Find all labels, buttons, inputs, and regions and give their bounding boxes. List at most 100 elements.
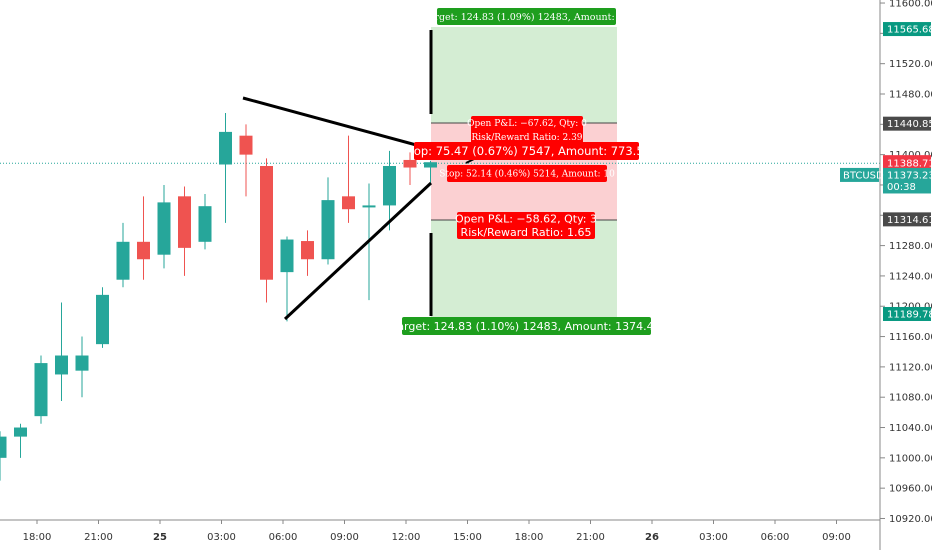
- candle: [301, 230, 314, 276]
- candle-body: [14, 427, 27, 437]
- candle: [178, 186, 191, 276]
- candlestick-series: [0, 112, 437, 481]
- price-tick-label: 11600.00: [889, 0, 932, 10]
- long-pnl-label-text: Risk/Reward Ratio: 1.65: [461, 226, 592, 239]
- candle-body: [321, 200, 335, 260]
- candle: [14, 423, 27, 458]
- price-tick-label: 11520.00: [889, 59, 932, 70]
- price-tick-label: 11480.00: [889, 89, 932, 100]
- short-target-label-text: Target: 124.83 (1.09%) 12483, Amount: 10: [423, 12, 630, 23]
- time-tick-label: 09:00: [822, 532, 851, 543]
- trend-line-lower[interactable]: [283, 181, 433, 321]
- candle-body: [280, 239, 294, 273]
- time-tick-label: 21:00: [84, 532, 113, 543]
- time-tick-label: 25: [153, 532, 167, 543]
- price-tick-label: 11120.00: [889, 362, 932, 373]
- time-tick-label: 03:00: [207, 532, 236, 543]
- trend-line-upper[interactable]: [242, 96, 432, 151]
- price-tag-bg: [883, 22, 931, 37]
- short-pnl-label-text: Open P&L: −67.62, Qty: 0: [467, 119, 587, 129]
- time-tick-label: 12:00: [392, 532, 421, 543]
- price-tag-bg: [883, 212, 931, 227]
- candle: [424, 160, 437, 185]
- symbol-tag-text: BTCUSD: [843, 170, 884, 181]
- candle: [239, 124, 253, 197]
- long-pnl-label-text: Open P&L: −58.62, Qty: 3: [455, 213, 597, 226]
- price-tag: 11189.78: [883, 306, 932, 321]
- time-tick-label: 21:00: [576, 532, 605, 543]
- candle: [260, 158, 273, 303]
- price-tick-label: 11000.00: [889, 453, 932, 464]
- candle: [96, 287, 109, 348]
- candle-body: [239, 135, 253, 155]
- price-tag-text: 11388.71: [887, 159, 932, 170]
- candle-body: [342, 196, 355, 210]
- price-tick-label: 10920.00: [889, 514, 932, 525]
- candle-body: [137, 241, 150, 260]
- candle-body: [301, 241, 314, 260]
- candle-body: [424, 162, 437, 168]
- stop-label-2-text: Stop: 52.14 (0.46%) 5214, Amount: 10: [439, 169, 615, 180]
- price-tag-bg: [883, 167, 931, 182]
- short-target-zone: [431, 27, 617, 123]
- price-tick-label: 11280.00: [889, 241, 932, 252]
- time-tick-label: 03:00: [699, 532, 728, 543]
- price-tag-bg: [883, 116, 931, 131]
- candle-body: [260, 166, 273, 280]
- price-tag: 11314.61: [883, 212, 932, 227]
- short-pnl-label-text: Risk/Reward Ratio: 2.39: [471, 133, 582, 143]
- drawings[interactable]: [242, 30, 479, 321]
- candle-body: [0, 436, 7, 458]
- candle: [55, 302, 68, 401]
- price-tag: 11388.71: [883, 156, 932, 171]
- price-tag-bg: [883, 179, 931, 194]
- short-target-label: Target: 124.83 (1.09%) 12483, Amount: 10: [423, 8, 630, 25]
- long-target-label-text: Target: 124.83 (1.10%) 12483, Amount: 13…: [391, 320, 660, 333]
- candle-body: [383, 166, 396, 206]
- price-tag-text: 11373.23: [887, 170, 932, 181]
- time-tick-label: 06:00: [761, 532, 790, 543]
- price-tag: 11373.23: [883, 167, 932, 182]
- time-tick-label: 26: [645, 532, 659, 543]
- time-axis[interactable]: 18:00 21:00 25 03:00 06:00 09:00 12:00 15:00 18:…: [0, 519, 880, 543]
- candle-body: [75, 355, 89, 371]
- price-tag-bg: [883, 156, 931, 171]
- price-tag: 11565.68: [883, 22, 932, 37]
- candle: [219, 112, 232, 223]
- stop-label-2: Stop: 52.14 (0.46%) 5214, Amount: 10: [439, 165, 615, 182]
- long-target-label: Target: 124.83 (1.10%) 12483, Amount: 13…: [391, 317, 661, 335]
- time-tick-label: 09:00: [330, 532, 359, 543]
- candle-body: [219, 131, 232, 165]
- short-target-label-bg: [437, 8, 616, 25]
- price-tick-label: 11160.00: [889, 332, 932, 343]
- candle: [34, 355, 48, 424]
- price-tag-bg: [883, 306, 931, 321]
- price-tag: 11440.85: [883, 116, 932, 131]
- short-pnl-label-bg: [471, 116, 583, 144]
- candle-body: [116, 241, 130, 280]
- price-tag-text: 00:38: [887, 182, 916, 193]
- candle-body: [96, 294, 109, 345]
- long-pnl-label-bg: [457, 212, 595, 239]
- time-tick-label: 06:00: [269, 532, 298, 543]
- candle-body: [55, 355, 68, 375]
- price-tick-label: 11040.00: [889, 423, 932, 434]
- candle-body: [403, 159, 417, 168]
- price-tag-text: 11440.85: [887, 119, 932, 130]
- stop-label-2-bg: [447, 165, 607, 182]
- candle-body: [157, 202, 171, 255]
- candle: [116, 222, 130, 288]
- candle-body: [34, 363, 48, 417]
- short-pnl-label: Open P&L: −67.62, Qty: 0 Risk/Reward Rati…: [467, 116, 587, 144]
- time-tick-label: 18:00: [515, 532, 544, 543]
- symbol-tag-bg: [840, 167, 879, 182]
- candle: [383, 150, 396, 231]
- long-target-label-bg: [402, 317, 651, 335]
- candle-body: [362, 205, 376, 208]
- price-tag: 00:38: [883, 179, 931, 194]
- price-tick-label: 10960.00: [889, 484, 932, 495]
- candle: [342, 135, 355, 223]
- price-axis[interactable]: 11600.0011520.0011480.0011400.0011280.00…: [840, 0, 932, 550]
